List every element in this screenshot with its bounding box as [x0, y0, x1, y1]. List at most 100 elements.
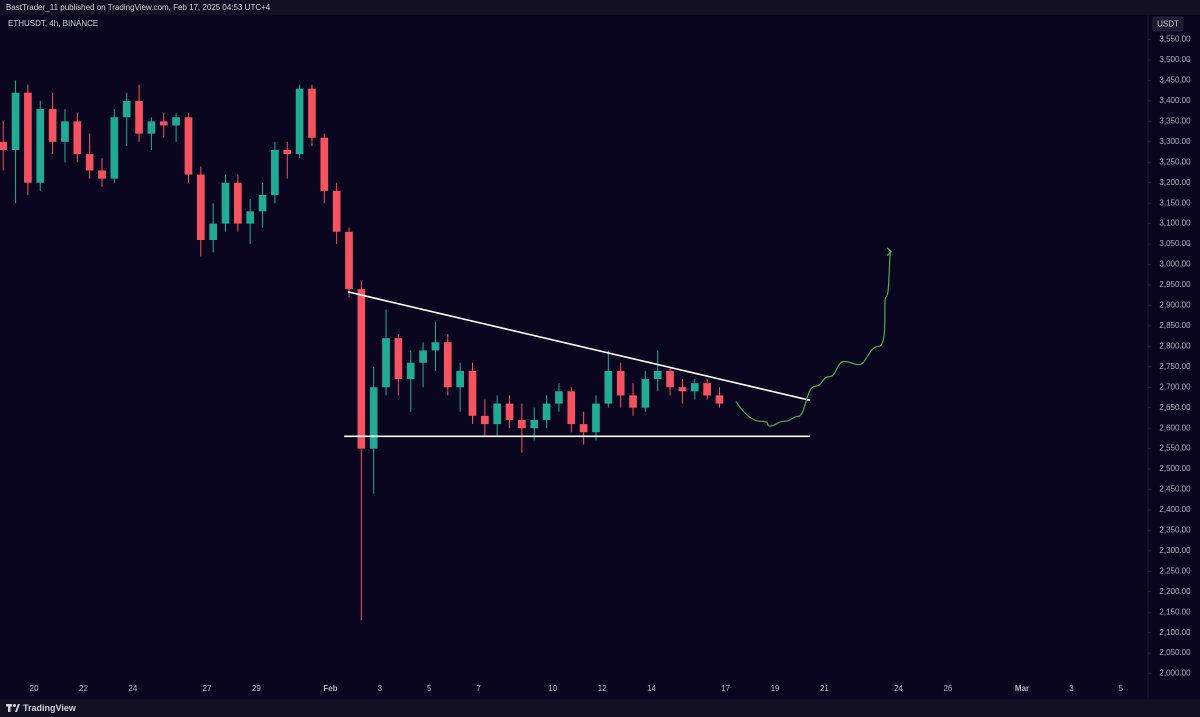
- x-tick-label: 5: [427, 684, 432, 693]
- y-tick-label: 2,800.00: [1159, 341, 1191, 350]
- candle-body: [159, 121, 168, 126]
- x-tick-label: 29: [252, 684, 261, 693]
- candle-body: [431, 342, 440, 351]
- x-tick-label: 3: [1069, 684, 1074, 693]
- y-tick-label: 2,550.00: [1159, 444, 1191, 453]
- candle-body: [530, 419, 539, 429]
- candle-body: [320, 137, 329, 191]
- candle-body: [184, 117, 193, 175]
- y-tick-label: 2,200.00: [1159, 587, 1191, 596]
- y-tick-label: 3,050.00: [1159, 239, 1191, 248]
- candle-body: [419, 350, 427, 363]
- x-tick-label: 27: [203, 684, 212, 693]
- y-tick-label: 2,250.00: [1159, 566, 1191, 575]
- footer-brand: TradingView: [23, 703, 77, 713]
- candle-body: [468, 370, 477, 416]
- candle-body: [11, 92, 20, 150]
- candle-body: [382, 338, 390, 388]
- candle-body: [73, 121, 82, 155]
- candle-body: [592, 403, 600, 433]
- candle-body: [234, 182, 242, 224]
- candle-body: [122, 100, 131, 118]
- y-tick-label: 2,350.00: [1159, 526, 1191, 535]
- x-tick-label: 7: [476, 684, 481, 693]
- candle-body: [110, 117, 119, 179]
- x-tick-label: 3: [378, 684, 383, 693]
- projection-path: [735, 247, 893, 427]
- candle-body: [332, 190, 341, 232]
- trend-line: [347, 291, 811, 402]
- y-tick-label: 3,550.00: [1159, 35, 1191, 44]
- y-tick-label: 2,950.00: [1159, 280, 1191, 289]
- x-tick-label: Feb: [323, 684, 337, 693]
- y-tick-label: 3,450.00: [1159, 76, 1191, 85]
- candle-body: [147, 121, 156, 134]
- candle-body: [308, 88, 316, 138]
- candle-body: [604, 370, 613, 404]
- candle-body: [209, 223, 217, 240]
- x-tick-label: 14: [647, 684, 656, 693]
- candle-body: [24, 92, 32, 183]
- symbol-label: ETHUSDT, 4h, BINANCE: [8, 19, 98, 28]
- candle-body: [271, 149, 279, 195]
- candle-body: [246, 211, 255, 224]
- y-tick-label: 2,150.00: [1159, 607, 1191, 616]
- candle-body: [518, 419, 526, 429]
- candle-body: [567, 391, 576, 425]
- footer-bar: [0, 699, 1200, 717]
- tradingview-logo: [6, 704, 20, 712]
- y-tick-label: 3,150.00: [1159, 198, 1191, 207]
- x-tick-label: 22: [79, 684, 88, 693]
- y-tick-label: 3,100.00: [1159, 219, 1191, 228]
- candle-body: [641, 379, 650, 408]
- candle-body: [295, 88, 304, 155]
- candle-body: [36, 109, 45, 183]
- y-tick-label: 3,400.00: [1159, 96, 1191, 105]
- candle-body: [61, 121, 69, 142]
- y-tick-label: 2,400.00: [1159, 505, 1191, 514]
- candle-body: [443, 342, 452, 388]
- x-tick-label: 24: [128, 684, 137, 693]
- y-tick-label: 3,000.00: [1159, 260, 1191, 269]
- y-tick-label: 2,500.00: [1159, 464, 1191, 473]
- x-tick-label: 17: [721, 684, 730, 693]
- header-text: BastTrader_11 published on TradingView.c…: [6, 3, 271, 12]
- y-tick-label: 3,350.00: [1159, 116, 1191, 125]
- y-tick-label: 2,700.00: [1159, 382, 1191, 391]
- candle-body: [406, 362, 415, 380]
- y-tick-label: 2,600.00: [1159, 423, 1191, 432]
- x-tick-label: 21: [820, 684, 829, 693]
- candle-body: [345, 231, 353, 290]
- y-tick-label: 2,750.00: [1159, 362, 1191, 371]
- candle-body: [48, 109, 57, 142]
- y-tick-label: 2,000.00: [1159, 669, 1191, 678]
- candle-body: [653, 370, 662, 380]
- candle-body: [542, 403, 551, 420]
- candle-body: [616, 370, 625, 396]
- candle-body: [85, 154, 94, 171]
- x-tick-label: 12: [598, 684, 607, 693]
- x-tick-label: 10: [548, 684, 557, 693]
- header-bar: [0, 0, 1200, 15]
- y-tick-label: 3,300.00: [1159, 137, 1191, 146]
- candle-body: [690, 383, 699, 392]
- candle-body: [666, 370, 674, 388]
- candle-body: [715, 395, 724, 404]
- currency-label: USDT: [1157, 20, 1179, 29]
- candle-body: [456, 370, 464, 388]
- candle-body: [555, 391, 563, 404]
- candle-body: [135, 100, 143, 134]
- y-tick-label: 2,050.00: [1159, 648, 1191, 657]
- candle-body: [0, 141, 8, 150]
- candle-body: [221, 182, 230, 224]
- y-tick-label: 2,100.00: [1159, 628, 1191, 637]
- y-tick-label: 3,250.00: [1159, 157, 1191, 166]
- x-tick-label: 19: [771, 684, 780, 693]
- y-tick-label: 3,500.00: [1159, 55, 1191, 64]
- plot-area: 2,000.00 2,050.00 2,100.00 2,150.00 2,200.00…: [0, 35, 1191, 693]
- candle-body: [369, 387, 378, 449]
- candle-body: [258, 194, 267, 212]
- x-tick-label: 5: [1119, 684, 1124, 693]
- y-tick-label: 2,850.00: [1159, 321, 1191, 330]
